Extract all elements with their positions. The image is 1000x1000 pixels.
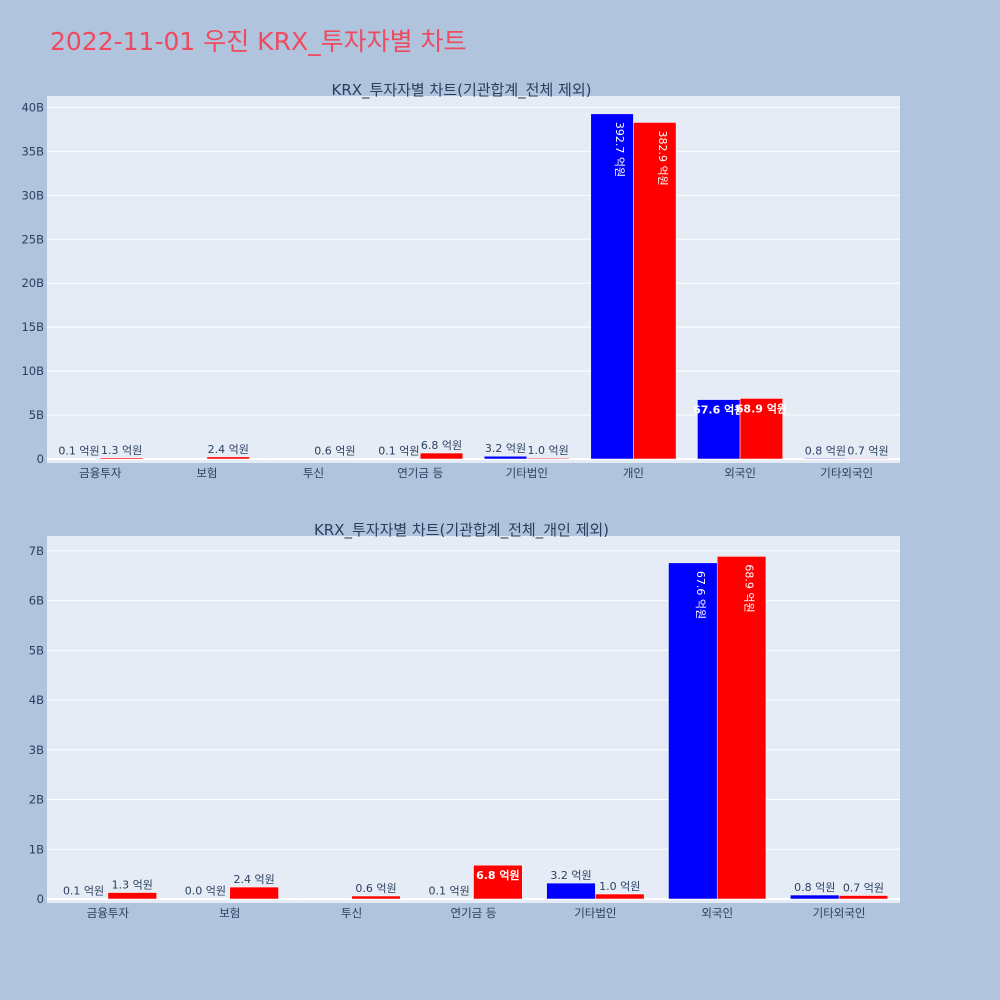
sell-bar: [838, 895, 889, 900]
data-label: 2.4 억원: [208, 443, 249, 456]
y-tick-label: 40B: [21, 100, 44, 114]
x-tick-label: 외국인: [724, 466, 756, 480]
sell-bar: [846, 458, 890, 460]
data-label: 0.7 억원: [843, 882, 884, 895]
data-label: 0.1 억원: [429, 885, 470, 898]
data-label: 0.8 억원: [794, 881, 835, 894]
buy-bar: [483, 455, 528, 460]
data-label: 0.1 억원: [378, 445, 419, 458]
y-tick-label: 10B: [21, 364, 44, 378]
sell-bar: [595, 893, 645, 900]
sell-bar: [229, 886, 279, 900]
sell-bar: [107, 892, 157, 900]
buy-bar: [546, 882, 596, 900]
y-tick-label: 0: [37, 892, 44, 906]
chart-1: KRX_투자자별 차트(기관합계_전체 제외) 0 5B 10B 15B 20B 25B 30…: [21, 81, 900, 480]
data-label: 1.0 억원: [599, 880, 640, 893]
y-tick-label: 4B: [29, 693, 44, 707]
buy-bar: [590, 113, 634, 460]
buy-bar: [180, 898, 231, 900]
sell-bar: [313, 458, 357, 460]
sell-bar: [419, 452, 464, 460]
data-label: 0.8 억원: [805, 444, 846, 457]
x-tick-label: 보험: [196, 466, 217, 480]
buy-bar: [57, 458, 101, 460]
y-tick-label: 7B: [29, 544, 44, 558]
buy-bar: [790, 894, 840, 900]
x-tick-label: 금융투자: [87, 906, 130, 920]
sell-bar: [206, 456, 250, 460]
data-label: 1.3 억원: [112, 879, 153, 892]
x-tick-label: 기타외국인: [813, 906, 866, 920]
data-label: 68.9 억원: [743, 564, 756, 612]
sell-bar: [739, 398, 783, 460]
y-tick-label: 2B: [29, 793, 44, 807]
y-tick-label: 5B: [29, 408, 44, 422]
x-tick-label: 금융투자: [79, 466, 122, 480]
page-title: 2022-11-01 우진 KRX_투자자별 차트: [50, 27, 467, 56]
y-tick-label: 5B: [29, 643, 44, 657]
data-label: 0.1 억원: [63, 885, 104, 898]
data-label: 6.8 억원: [476, 868, 520, 882]
data-label: 0.6 억원: [314, 444, 355, 457]
x-tick-label: 외국인: [701, 906, 733, 920]
sell-bar: [100, 457, 144, 460]
y-tick-label: 15B: [21, 320, 44, 334]
data-label: 1.0 억원: [528, 444, 569, 457]
data-label: 0.0 억원: [185, 885, 226, 898]
data-label: 3.2 억원: [485, 442, 526, 455]
buy-bar: [424, 898, 474, 900]
chart-title: KRX_투자자별 차트(기관합계_전체_개인 제외): [314, 521, 609, 540]
x-tick-label: 개인: [623, 466, 644, 480]
data-label: 3.2 억원: [550, 869, 591, 882]
data-label: 6.8 억원: [421, 439, 462, 452]
x-tick-label: 투신: [303, 466, 324, 480]
x-tick-label: 투신: [341, 906, 362, 920]
data-label: 0.7 억원: [847, 444, 888, 457]
data-label: 68.9 억원: [736, 401, 787, 415]
data-label: 0.6 억원: [355, 882, 396, 895]
y-tick-label: 30B: [21, 188, 44, 202]
data-label: 382.9 억원: [656, 130, 669, 185]
buy-bar: [697, 399, 741, 460]
y-tick-label: 25B: [21, 232, 44, 246]
data-label: 67.6 억원: [694, 571, 707, 619]
data-label: 392.7 억원: [613, 122, 626, 177]
buy-bar: [164, 458, 208, 460]
x-tick-label: 기타외국인: [820, 466, 873, 480]
buy-bar: [58, 898, 109, 900]
sell-bar: [526, 457, 570, 460]
x-tick-label: 연기금 등: [451, 906, 497, 920]
x-tick-label: 기타법인: [574, 906, 616, 920]
buy-bar: [668, 562, 718, 900]
y-tick-label: 3B: [29, 743, 44, 757]
buy-bar: [302, 898, 352, 900]
data-label: 2.4 억원: [234, 873, 275, 886]
data-label: 67.6 억원: [693, 403, 744, 417]
buy-bar: [270, 458, 314, 460]
sell-bar: [473, 864, 523, 900]
y-tick-label: 20B: [21, 276, 44, 290]
data-label: 1.3 억원: [101, 444, 142, 457]
sell-bar: [633, 122, 677, 460]
sell-bar: [351, 895, 401, 900]
y-tick-label: 1B: [29, 842, 44, 856]
x-tick-label: 보험: [219, 906, 240, 920]
buy-bar: [377, 458, 421, 460]
y-tick-label: 35B: [21, 144, 44, 158]
x-tick-label: 기타법인: [506, 466, 548, 480]
sell-bar: [716, 556, 767, 900]
data-label: 0.1 억원: [58, 445, 99, 458]
chart-title: KRX_투자자별 차트(기관합계_전체 제외): [332, 81, 592, 100]
y-tick-label: 6B: [29, 594, 44, 608]
plot-background: [47, 536, 900, 903]
x-tick-label: 연기금 등: [397, 466, 443, 480]
y-tick-label: 0: [37, 452, 44, 466]
buy-bar: [803, 458, 847, 460]
chart-2: KRX_투자자별 차트(기관합계_전체_개인 제외) 0 1B 2B 3B 4B 5B 6B 7…: [29, 521, 900, 920]
